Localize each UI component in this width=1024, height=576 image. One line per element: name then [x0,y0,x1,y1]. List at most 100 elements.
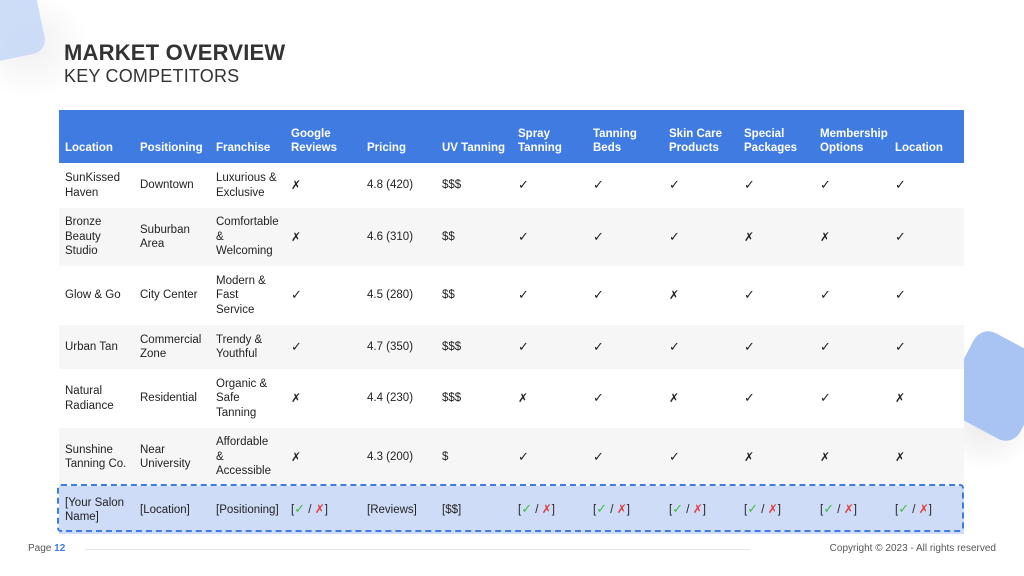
placeholder-close: ] [853,504,857,517]
table-header-row: Location Positioning Franchise Google Re… [59,110,964,163]
page-number: 12 [54,543,66,554]
placeholder-cross: ✗ [918,502,929,517]
cell-google: ✗ [285,428,361,486]
footer-divider [85,549,750,550]
placeholder-check: ✓ [521,501,533,517]
column-header: Membership Options [814,110,889,163]
cell-packages: ✓ [738,325,814,369]
cell-skincare: ✗ [663,266,738,325]
cell-name: Natural Radiance [59,369,134,428]
cell-beds: ✓ [587,428,663,486]
table-row: Urban Tan Commercial Zone Trendy & Youth… [59,325,964,369]
placeholder-close: ] [324,504,328,517]
cell-spray: ✓ [512,208,587,266]
cell-positioning: Residential [134,369,210,428]
cell-skincare: [✓ / ✗] [663,486,738,534]
placeholder-close: ] [702,504,706,517]
cell-google: ✗ [285,163,361,208]
placeholder-open: [ [895,504,899,517]
cell-packages: ✗ [738,428,814,486]
placeholder-cross: ✗ [541,502,552,517]
cell-name: Urban Tan [59,325,134,369]
cell-franchise: Luxurious & Exclusive [210,163,285,208]
cell-uv: [$$] [436,486,512,534]
cell-location: [✓ / ✗] [889,486,964,534]
cell-positioning: [Location] [134,486,210,534]
placeholder-check: ✓ [747,501,759,517]
column-header: Location [889,110,964,163]
cell-franchise: [Positioning] [210,486,285,534]
placeholder-close: ] [928,504,932,517]
cell-membership: ✓ [814,163,889,208]
cell-spray: ✓ [512,163,587,208]
column-header: Special Packages [738,110,814,163]
placeholder-open: [ [518,504,522,517]
cell-skincare: ✗ [663,369,738,428]
cell-membership: ✓ [814,369,889,428]
placeholder-close: ] [626,504,630,517]
cell-pricing: 4.6 (310) [361,208,436,266]
cell-positioning: City Center [134,266,210,325]
cell-uv: $$$ [436,163,512,208]
placeholder-check: ✓ [596,501,608,517]
cell-spray: [✓ / ✗] [512,486,587,534]
placeholder-open: [ [593,504,597,517]
table-row: Bronze Beauty Studio Suburban Area Comfo… [59,208,964,266]
cell-pricing: 4.7 (350) [361,325,436,369]
cell-location: ✓ [889,163,964,208]
column-header: Skin Care Products [663,110,738,163]
cell-membership: [✓ / ✗] [814,486,889,534]
cell-packages: ✓ [738,369,814,428]
cell-location: ✓ [889,266,964,325]
placeholder-open: [ [669,504,673,517]
cell-membership: ✗ [814,208,889,266]
cell-google: ✗ [285,369,361,428]
cell-spray: ✗ [512,369,587,428]
cell-name: Glow & Go [59,266,134,325]
column-header: Pricing [361,110,436,163]
cell-beds: [✓ / ✗] [587,486,663,534]
placeholder-open: [ [744,504,748,517]
cell-spray: ✓ [512,428,587,486]
placeholder-cross: ✗ [616,502,627,517]
placeholder-check: ✓ [898,501,910,517]
cell-skincare: ✓ [663,163,738,208]
cell-packages: ✓ [738,163,814,208]
cell-google: [✓ / ✗] [285,486,361,534]
placeholder-close: ] [551,504,555,517]
table-row: Sunshine Tanning Co. Near University Aff… [59,428,964,486]
cell-franchise: Affordable & Accessible [210,428,285,486]
column-header: Location [59,110,134,163]
cell-pricing: 4.8 (420) [361,163,436,208]
cell-positioning: Suburban Area [134,208,210,266]
cell-skincare: ✓ [663,428,738,486]
cell-membership: ✓ [814,325,889,369]
cell-packages: [✓ / ✗] [738,486,814,534]
cell-positioning: Downtown [134,163,210,208]
page-subtitle: KEY COMPETITORS [64,66,240,86]
cell-spray: ✓ [512,266,587,325]
cell-uv: $$ [436,208,512,266]
cell-franchise: Trendy & Youthful [210,325,285,369]
copyright-text: Copyright © 2023 - All rights reserved [829,543,996,554]
placeholder-check: ✓ [823,501,835,517]
column-header: Franchise [210,110,285,163]
cell-skincare: ✓ [663,208,738,266]
cell-membership: ✗ [814,428,889,486]
your-salon-row: [Your Salon Name] [Location] [Positionin… [59,486,964,534]
cell-pricing: [Reviews] [361,486,436,534]
cell-location: ✓ [889,325,964,369]
page-label: Page [28,543,52,554]
placeholder-open: [ [291,504,295,517]
cell-uv: $$$ [436,325,512,369]
competitor-table: Location Positioning Franchise Google Re… [59,110,964,534]
cell-beds: ✓ [587,163,663,208]
cell-uv: $ [436,428,512,486]
page-title: MARKET OVERVIEW [64,40,286,65]
placeholder-cross: ✗ [692,502,703,517]
cell-google: ✓ [285,266,361,325]
placeholder-slash: / [909,504,919,517]
cell-beds: ✓ [587,208,663,266]
column-header: Tanning Beds [587,110,663,163]
cell-uv: $$ [436,266,512,325]
